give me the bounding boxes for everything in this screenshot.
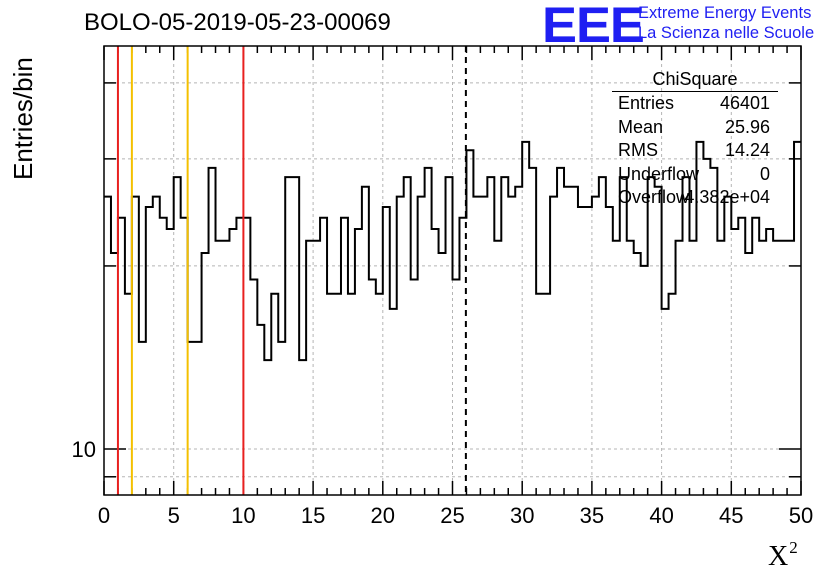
x-tick-label: 10	[231, 503, 255, 528]
stats-row-overflow: Overflow 4.382e+04	[612, 186, 778, 210]
stats-row-rms: RMS 14.24	[612, 139, 778, 163]
x-tick-label: 45	[719, 503, 743, 528]
eee-logo: EEE	[542, 0, 645, 53]
stats-box-title: ChiSquare	[612, 67, 778, 92]
x-tick-label: 30	[510, 503, 534, 528]
x-axis-label-exponent: 2	[789, 538, 798, 557]
stats-key: Entries	[618, 93, 675, 113]
x-tick-label: 50	[789, 503, 813, 528]
x-tick-label: 5	[168, 503, 180, 528]
x-tick-label: 40	[649, 503, 673, 528]
x-tick-label: 0	[98, 503, 110, 528]
x-tick-label: 25	[440, 503, 464, 528]
stats-row-underflow: Underflow 0	[612, 163, 778, 187]
stats-key: Mean	[618, 116, 664, 137]
stats-value: 4.382e+04	[684, 187, 770, 207]
eee-logo-text: Extreme Energy Events La Scienza nelle S…	[638, 3, 814, 43]
stats-value: 25.96	[724, 116, 770, 137]
logo-line-2: La Scienza nelle Scuole	[638, 24, 815, 42]
chart-title: BOLO-05-2019-05-23-00069	[84, 9, 391, 36]
x-tick-label: 15	[301, 503, 325, 528]
stats-key: Underflow	[618, 163, 700, 184]
stats-value: 46401	[719, 93, 770, 113]
y-axis-label: Entries/bin	[8, 57, 38, 180]
logo-line-1: Extreme Energy Events	[638, 4, 812, 22]
stats-box: ChiSquare Entries 46401 Mean 25.96 RMS 1…	[612, 67, 778, 210]
x-tick-label: 35	[580, 503, 604, 528]
stats-row-entries: Entries 46401	[612, 92, 778, 116]
plot-frame	[103, 45, 802, 496]
x-axis-label: X2	[768, 538, 798, 573]
stats-value: 14.24	[724, 140, 770, 160]
y-tick-label: 10	[72, 437, 96, 462]
stats-key: RMS	[618, 140, 658, 160]
stats-value: 0	[759, 163, 770, 184]
x-tick-label: 20	[371, 503, 395, 528]
histogram-series-line	[104, 140, 801, 362]
stats-key: Overflow	[618, 187, 690, 207]
stats-row-mean: Mean 25.96	[612, 116, 778, 140]
x-axis-label-base: X	[768, 541, 789, 572]
